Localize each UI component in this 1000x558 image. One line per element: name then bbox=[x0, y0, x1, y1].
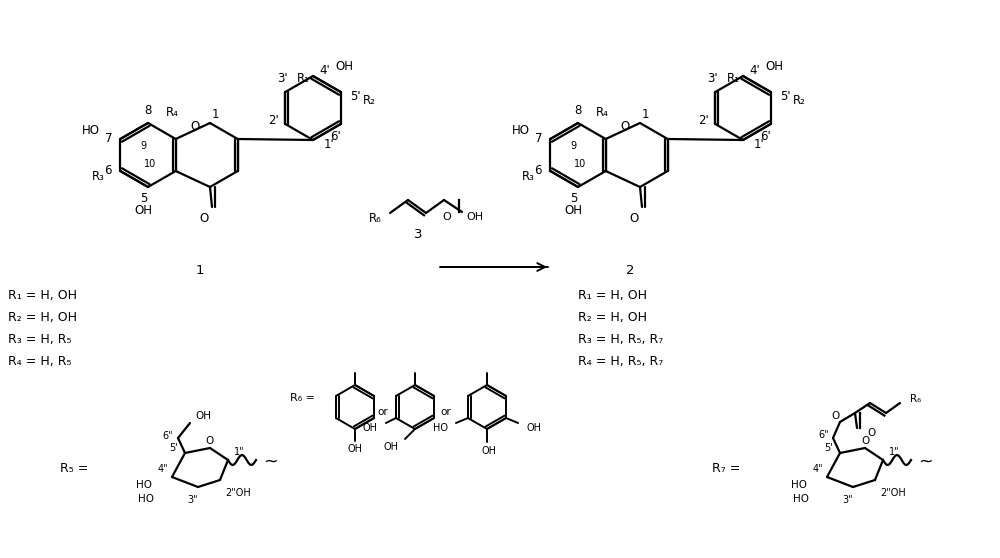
Text: OH: OH bbox=[348, 444, 362, 454]
Text: O: O bbox=[832, 411, 840, 421]
Text: R₂ = H, OH: R₂ = H, OH bbox=[578, 310, 647, 324]
Text: 10: 10 bbox=[574, 159, 586, 169]
Text: 7: 7 bbox=[535, 132, 542, 146]
Text: OH: OH bbox=[765, 60, 783, 73]
Text: O: O bbox=[199, 213, 209, 225]
Text: R₄: R₄ bbox=[596, 107, 609, 119]
Text: R₆ =: R₆ = bbox=[290, 393, 314, 403]
Text: O: O bbox=[629, 213, 639, 225]
Text: 5: 5 bbox=[570, 193, 578, 205]
Text: 9: 9 bbox=[140, 141, 146, 151]
Text: 5': 5' bbox=[169, 443, 178, 453]
Text: 6': 6' bbox=[760, 131, 771, 143]
Text: OH: OH bbox=[363, 423, 378, 433]
Text: 1: 1 bbox=[212, 108, 220, 121]
Text: OH: OH bbox=[526, 423, 541, 433]
Text: HO: HO bbox=[136, 480, 152, 490]
Text: OH: OH bbox=[134, 204, 152, 217]
Text: R₅ =: R₅ = bbox=[60, 461, 88, 474]
Text: 4': 4' bbox=[320, 65, 330, 78]
Text: R₄: R₄ bbox=[166, 107, 179, 119]
Text: 5': 5' bbox=[350, 90, 361, 103]
Text: HO: HO bbox=[82, 124, 100, 137]
Text: O: O bbox=[861, 436, 869, 446]
Text: or: or bbox=[378, 407, 388, 417]
Text: or: or bbox=[441, 407, 451, 417]
Text: 2': 2' bbox=[268, 114, 279, 127]
Text: R₂: R₂ bbox=[793, 94, 806, 107]
Text: R₃ = H, R₅, R₇: R₃ = H, R₅, R₇ bbox=[578, 333, 663, 345]
Text: 5: 5 bbox=[140, 193, 148, 205]
Text: 6': 6' bbox=[330, 131, 341, 143]
Text: 1': 1' bbox=[754, 138, 765, 152]
Text: O: O bbox=[190, 121, 199, 133]
Text: 4': 4' bbox=[750, 65, 760, 78]
Text: 8: 8 bbox=[144, 104, 152, 118]
Text: R₁ = H, OH: R₁ = H, OH bbox=[8, 288, 77, 301]
Text: 1": 1" bbox=[889, 447, 900, 457]
Text: 5': 5' bbox=[824, 443, 833, 453]
Text: O: O bbox=[443, 212, 451, 222]
Text: 8: 8 bbox=[574, 104, 582, 118]
Text: HO: HO bbox=[512, 124, 530, 137]
Text: HO: HO bbox=[793, 494, 809, 504]
Text: 1: 1 bbox=[196, 263, 204, 277]
Text: 6": 6" bbox=[162, 431, 173, 441]
Text: O: O bbox=[620, 121, 629, 133]
Text: R₁: R₁ bbox=[297, 73, 310, 85]
Text: O: O bbox=[867, 428, 875, 438]
Text: R₃: R₃ bbox=[91, 170, 104, 182]
Text: 1: 1 bbox=[642, 108, 650, 121]
Text: OH: OH bbox=[564, 204, 582, 217]
Text: 6: 6 bbox=[105, 165, 112, 177]
Text: 3': 3' bbox=[277, 73, 288, 85]
Text: 4": 4" bbox=[812, 464, 823, 474]
Text: OH: OH bbox=[482, 446, 496, 456]
Text: R₂: R₂ bbox=[363, 94, 376, 107]
Text: 3': 3' bbox=[707, 73, 718, 85]
Text: HO: HO bbox=[433, 423, 448, 433]
Text: 9: 9 bbox=[570, 141, 576, 151]
Text: 10: 10 bbox=[144, 159, 156, 169]
Text: R₄ = H, R₅, R₇: R₄ = H, R₅, R₇ bbox=[578, 354, 663, 368]
Text: 3": 3" bbox=[843, 495, 853, 505]
Text: O: O bbox=[206, 436, 214, 446]
Text: R₃: R₃ bbox=[521, 170, 534, 182]
Text: 2': 2' bbox=[698, 114, 709, 127]
Text: ~: ~ bbox=[263, 453, 278, 471]
Text: HO: HO bbox=[791, 480, 807, 490]
Text: 1": 1" bbox=[234, 447, 245, 457]
Text: R₁: R₁ bbox=[727, 73, 740, 85]
Text: R₃ = H, R₅: R₃ = H, R₅ bbox=[8, 333, 72, 345]
Text: R₂ = H, OH: R₂ = H, OH bbox=[8, 310, 77, 324]
Text: R₆: R₆ bbox=[910, 394, 921, 404]
Text: OH: OH bbox=[466, 212, 483, 222]
Text: 7: 7 bbox=[105, 132, 112, 146]
Text: ~: ~ bbox=[918, 453, 933, 471]
Text: R₄ = H, R₅: R₄ = H, R₅ bbox=[8, 354, 72, 368]
Text: 2"OH: 2"OH bbox=[880, 488, 906, 498]
Text: 4": 4" bbox=[157, 464, 168, 474]
Text: 2"OH: 2"OH bbox=[225, 488, 251, 498]
Text: OH: OH bbox=[335, 60, 353, 73]
Text: R₁ = H, OH: R₁ = H, OH bbox=[578, 288, 647, 301]
Text: R₆: R₆ bbox=[369, 211, 382, 224]
Text: 1': 1' bbox=[324, 138, 335, 152]
Text: HO: HO bbox=[138, 494, 154, 504]
Text: 5': 5' bbox=[780, 90, 791, 103]
Text: OH: OH bbox=[195, 411, 211, 421]
Text: 6: 6 bbox=[535, 165, 542, 177]
Text: R₇ =: R₇ = bbox=[712, 461, 740, 474]
Text: 2: 2 bbox=[626, 263, 634, 277]
Text: 3: 3 bbox=[414, 228, 422, 242]
Text: 3": 3" bbox=[188, 495, 198, 505]
Text: OH: OH bbox=[384, 442, 399, 452]
Text: 6": 6" bbox=[818, 430, 829, 440]
